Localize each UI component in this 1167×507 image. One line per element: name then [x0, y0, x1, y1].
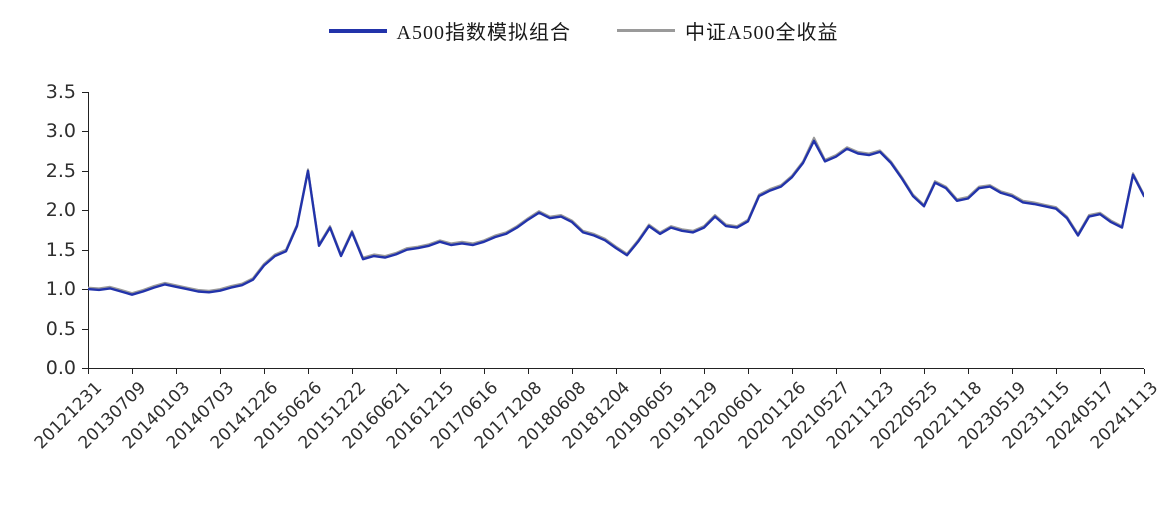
x-tick-mark	[88, 369, 89, 374]
x-axis-line	[88, 368, 1144, 369]
x-tick-mark	[220, 369, 221, 374]
legend-label-index: 中证A500全收益	[685, 22, 839, 44]
y-tick-label: 1.0	[45, 278, 76, 301]
y-tick-mark	[82, 249, 88, 251]
x-tick-mark	[924, 369, 925, 374]
x-tick-mark	[880, 369, 881, 374]
legend-line-gray-icon	[617, 29, 675, 32]
chart-series-svg	[88, 136, 1144, 296]
y-tick-mark	[82, 210, 88, 212]
x-tick-mark	[396, 369, 397, 374]
legend-line-blue-icon	[328, 28, 387, 33]
legend-item-index: 中证A500全收益	[617, 16, 838, 45]
y-tick-label: 0.5	[45, 317, 76, 340]
y-tick-label: 1.5	[45, 238, 76, 261]
x-tick-mark	[1144, 369, 1145, 374]
y-tick-label: 2.0	[45, 199, 76, 222]
y-tick-label: 2.5	[45, 159, 76, 182]
x-tick-mark	[528, 369, 529, 374]
x-tick-mark	[352, 369, 353, 374]
x-tick-mark	[1012, 369, 1013, 374]
y-tick-mark	[82, 170, 88, 172]
y-tick-label: 3.5	[45, 81, 76, 103]
x-tick-mark	[616, 369, 617, 374]
x-tick-mark	[660, 369, 661, 374]
y-tick-label: 3.0	[45, 120, 76, 143]
x-tick-mark	[836, 369, 837, 374]
x-tick-mark	[968, 369, 969, 374]
x-tick-mark	[792, 369, 793, 374]
series-line-portfolio	[88, 139, 1144, 296]
chart-legend: A500指数模拟组合 中证A500全收益	[0, 16, 1167, 45]
x-tick-mark	[308, 369, 309, 374]
y-tick-mark	[82, 289, 88, 291]
y-tick-mark	[82, 368, 88, 369]
y-tick-mark	[82, 328, 88, 330]
x-tick-mark	[1100, 369, 1101, 374]
y-tick-mark	[82, 92, 88, 93]
x-tick-mark	[484, 369, 485, 374]
x-tick-mark	[440, 369, 441, 374]
legend-item-portfolio: A500指数模拟组合	[328, 16, 571, 45]
legend-label-portfolio: A500指数模拟组合	[396, 22, 571, 44]
x-tick-mark	[176, 369, 177, 374]
x-tick-mark	[704, 369, 705, 374]
x-tick-mark	[264, 369, 265, 374]
x-tick-mark	[748, 369, 749, 374]
y-tick-label: 0.0	[45, 357, 76, 379]
series-line-index	[88, 136, 1144, 295]
x-tick-mark	[132, 369, 133, 374]
x-tick-mark	[1056, 369, 1057, 374]
y-tick-mark	[82, 131, 88, 133]
x-tick-mark	[572, 369, 573, 374]
y-axis-line	[88, 92, 89, 369]
